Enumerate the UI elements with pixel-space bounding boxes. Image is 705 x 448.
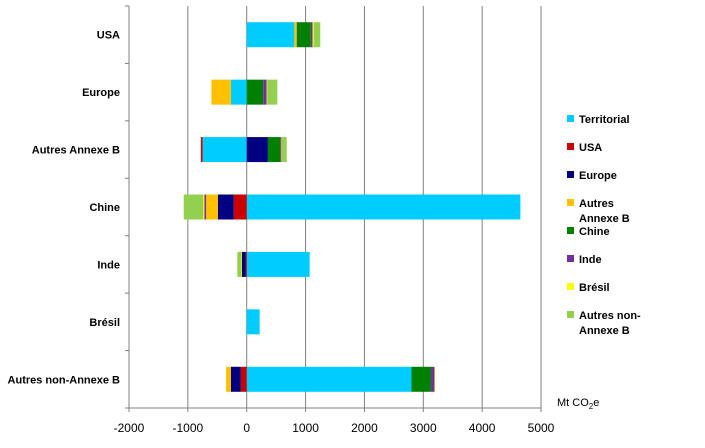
- category-labels: USA Europe Autres Annexe B Chine Inde Brésil A…: [8, 30, 121, 387]
- bar-4-6: [241, 252, 242, 277]
- bar-2-7: [282, 137, 287, 162]
- bar-3-0: [247, 195, 521, 220]
- legend-swatch: [567, 255, 574, 262]
- bar-4-7: [237, 252, 241, 277]
- legend-swatch: [567, 143, 574, 150]
- category-label: USA: [97, 30, 120, 42]
- bar-0-0: [247, 22, 295, 47]
- category-label: Autres non-Annexe B: [8, 374, 121, 386]
- legend-label: USA: [579, 142, 602, 154]
- bar-2-2: [247, 137, 268, 162]
- bar-6-4: [412, 367, 431, 392]
- legend-swatch: [567, 171, 574, 178]
- bar-6-6: [434, 367, 435, 392]
- bars: [184, 22, 521, 392]
- x-tick-label: 4000: [469, 421, 496, 435]
- bar-1-4: [247, 80, 263, 105]
- bar-4-1: [246, 252, 247, 277]
- legend-label: Territorial: [579, 114, 630, 126]
- legend-swatch: [567, 115, 574, 122]
- bar-3-1: [234, 195, 247, 220]
- bar-3-6: [203, 195, 204, 220]
- legend-label: Europe: [579, 170, 617, 182]
- bar-3-2: [218, 195, 234, 220]
- bar-1-0: [231, 80, 247, 105]
- legend-label: Autres non-Annexe B: [579, 310, 641, 337]
- bar-4-2: [242, 252, 246, 277]
- legend-swatch: [567, 199, 574, 206]
- x-tick-label: -2000: [114, 421, 145, 435]
- bar-0-4: [297, 22, 311, 47]
- x-tick-label: 3000: [410, 421, 437, 435]
- bar-5-0: [247, 309, 260, 334]
- bar-2-0: [203, 137, 247, 162]
- legend-label: Brésil: [579, 282, 610, 294]
- category-label: Europe: [82, 87, 120, 99]
- legend-swatch: [567, 283, 574, 290]
- legend-swatch: [567, 311, 574, 318]
- bar-2-4: [268, 137, 280, 162]
- legend-label: Autres Annexe B: [579, 198, 630, 225]
- unit-label: Mt CO2e: [557, 397, 599, 411]
- bar-1-5: [263, 80, 267, 105]
- bar-2-5: [280, 137, 281, 162]
- bar-3-7: [184, 195, 203, 220]
- bar-6-3: [226, 367, 231, 392]
- bar-1-6: [267, 80, 268, 105]
- x-tick-label: 5000: [528, 421, 555, 435]
- bar-1-7: [267, 80, 277, 105]
- category-label: Brésil: [89, 317, 120, 329]
- bar-1-3: [211, 80, 230, 105]
- bar-2-6: [281, 137, 282, 162]
- bar-0-7: [314, 22, 320, 47]
- bar-4-0: [247, 252, 310, 277]
- legend-swatch: [567, 227, 574, 234]
- bar-6-1: [241, 367, 247, 392]
- bar-6-0: [247, 367, 412, 392]
- bar-3-3: [206, 195, 218, 220]
- x-tick-label: 2000: [351, 421, 378, 435]
- category-label: Inde: [97, 259, 120, 271]
- bar-0-6: [313, 22, 314, 47]
- bar-0-5: [311, 22, 313, 47]
- legend-label: Chine: [579, 226, 610, 238]
- category-label: Autres Annexe B: [32, 145, 120, 157]
- x-tick-labels: -2000 -1000 0 1000 2000 3000 4000 5000: [114, 421, 555, 435]
- bar-3-5: [204, 195, 206, 220]
- category-label: Chine: [89, 202, 120, 214]
- legend-label: Inde: [579, 254, 602, 266]
- bar-0-3: [294, 22, 296, 47]
- x-tick-label: -1000: [173, 421, 204, 435]
- bar-6-2: [231, 367, 241, 392]
- bar-6-5: [431, 367, 435, 392]
- x-tick-label: 1000: [292, 421, 319, 435]
- x-tick-label: 0: [243, 421, 250, 435]
- bar-2-1: [201, 137, 203, 162]
